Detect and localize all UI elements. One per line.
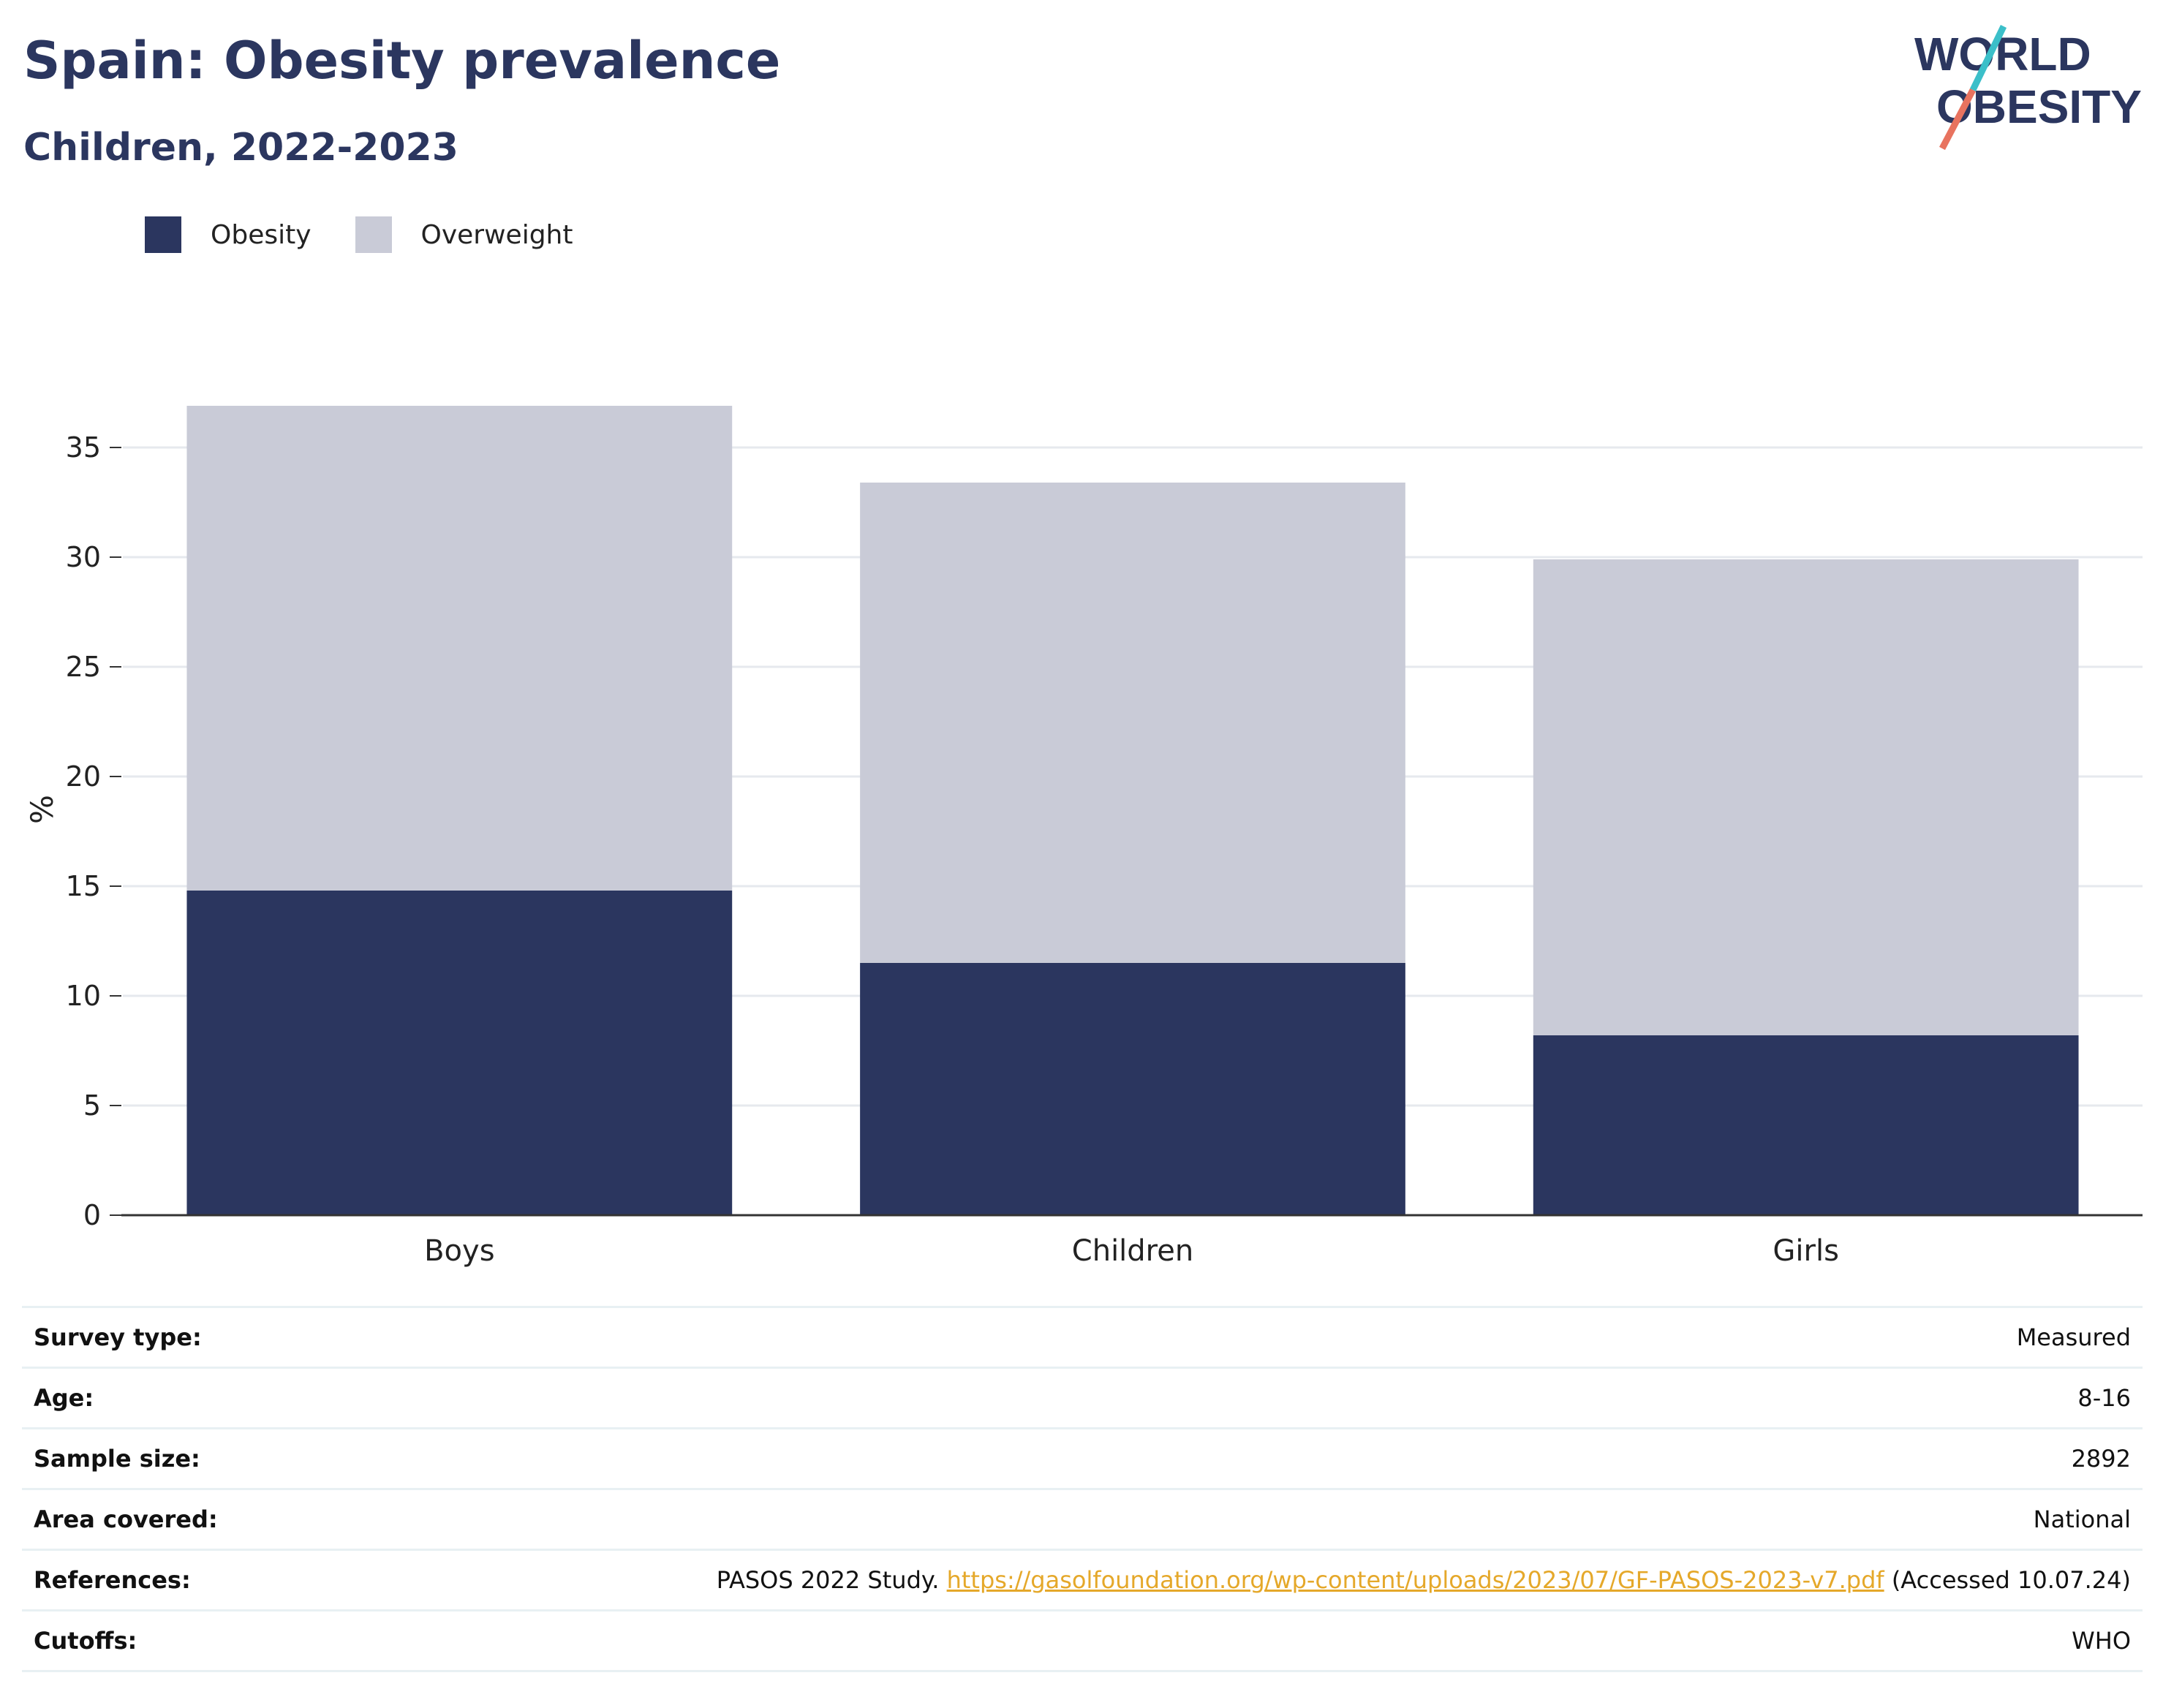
row-value: 2892 xyxy=(2071,1445,2131,1473)
logo-line1: WORLD xyxy=(1914,28,2091,80)
y-tick-label: 35 xyxy=(66,431,101,464)
row-key: Cutoffs: xyxy=(34,1627,137,1655)
row-value: 8-16 xyxy=(2077,1384,2131,1412)
y-tick-label: 10 xyxy=(66,980,101,1012)
bar-overweight-children xyxy=(860,483,1405,963)
x-tick-label: Boys xyxy=(424,1234,494,1268)
table-row-survey-type: Survey type: Measured xyxy=(22,1308,2143,1369)
chart-subtitle: Children, 2022-2023 xyxy=(23,126,458,170)
y-tick-label: 20 xyxy=(66,760,101,793)
x-tick-label: Children xyxy=(1072,1234,1193,1268)
y-axis-label: % xyxy=(24,795,60,824)
bar-obesity-boys xyxy=(186,891,733,1215)
row-value: WHO xyxy=(2072,1627,2131,1655)
y-tick-label: 0 xyxy=(83,1199,101,1231)
bar-obesity-girls xyxy=(1533,1035,2079,1215)
legend-label-overweight: Overweight xyxy=(420,219,573,250)
legend-item-overweight[interactable]: Overweight xyxy=(355,216,573,253)
legend-label-obesity: Obesity xyxy=(211,219,312,250)
world-obesity-logo: WORLD OBESITY xyxy=(1914,25,2142,151)
y-tick-label: 5 xyxy=(83,1089,101,1122)
y-tick-label: 15 xyxy=(66,870,101,902)
bar-overweight-boys xyxy=(186,406,733,891)
reference-link[interactable]: https://gasolfoundation.org/wp-content/u… xyxy=(946,1566,1884,1594)
y-tick-label: 30 xyxy=(66,541,101,573)
row-value-references: PASOS 2022 Study. https://gasolfoundatio… xyxy=(717,1566,2131,1594)
row-key: Age: xyxy=(34,1384,94,1412)
row-key: Sample size: xyxy=(34,1445,200,1473)
table-row-references: References: PASOS 2022 Study. https://ga… xyxy=(22,1551,2143,1611)
table-row-area-covered: Area covered: National xyxy=(22,1490,2143,1551)
y-tick-label: 25 xyxy=(66,651,101,683)
logo-slash-teal xyxy=(1969,25,2007,91)
reference-prefix: PASOS 2022 Study. xyxy=(716,1566,947,1594)
chart-legend: Obesity Overweight xyxy=(145,216,616,253)
legend-swatch-overweight xyxy=(355,216,392,253)
row-value: National xyxy=(2033,1505,2131,1533)
row-key: Survey type: xyxy=(34,1323,202,1351)
x-tick-label: Girls xyxy=(1773,1234,1839,1268)
bar-overweight-girls xyxy=(1533,559,2079,1035)
table-row-sample-size: Sample size: 2892 xyxy=(22,1429,2143,1490)
chart-title: Spain: Obesity prevalence xyxy=(23,31,781,91)
survey-info-table: Survey type: Measured Age: 8-16 Sample s… xyxy=(22,1306,2143,1672)
reference-suffix: (Accessed 10.07.24) xyxy=(1884,1566,2131,1594)
logo-slash-coral xyxy=(1939,88,1976,151)
row-value: Measured xyxy=(2016,1323,2131,1351)
bar-obesity-children xyxy=(860,963,1405,1215)
row-key: References: xyxy=(34,1566,191,1594)
table-row-age: Age: 8-16 xyxy=(22,1369,2143,1429)
table-row-cutoffs: Cutoffs: WHO xyxy=(22,1611,2143,1672)
stacked-bar-chart: 0 5 10 15 20 25 30 35% Boys Children Girls xyxy=(24,406,2143,1268)
legend-swatch-obesity xyxy=(145,216,181,253)
row-key: Area covered: xyxy=(34,1505,218,1533)
legend-item-obesity[interactable]: Obesity xyxy=(145,216,312,253)
